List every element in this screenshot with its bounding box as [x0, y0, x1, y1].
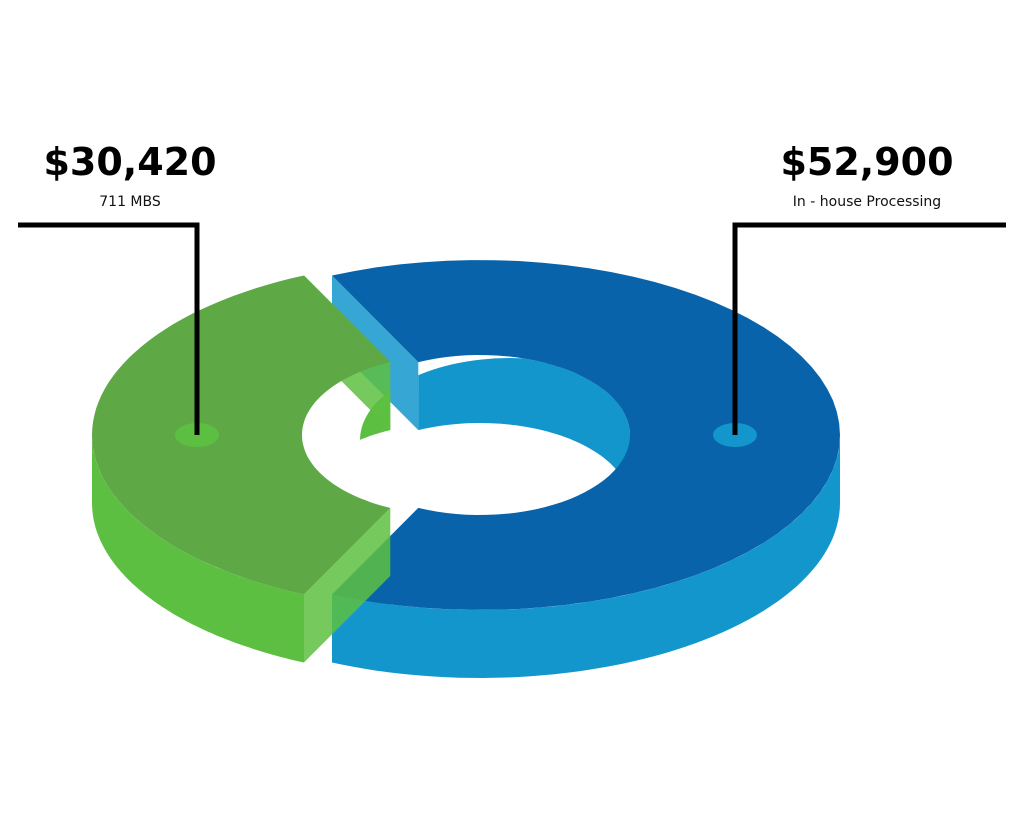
value-label: $30,420	[43, 140, 216, 184]
value-label: $52,900	[780, 140, 953, 184]
leader-line	[732, 222, 1006, 435]
slice-top	[332, 260, 840, 610]
slice	[92, 275, 391, 663]
cut-face	[304, 507, 391, 663]
leader-line	[18, 222, 200, 435]
outer-wall	[332, 435, 840, 678]
slice-top	[92, 275, 391, 595]
category-label: In - house Processing	[793, 194, 941, 210]
inner-wall	[418, 358, 630, 503]
category-label: 711 MBS	[99, 194, 161, 210]
outer-wall	[92, 435, 304, 663]
slice	[332, 260, 840, 678]
